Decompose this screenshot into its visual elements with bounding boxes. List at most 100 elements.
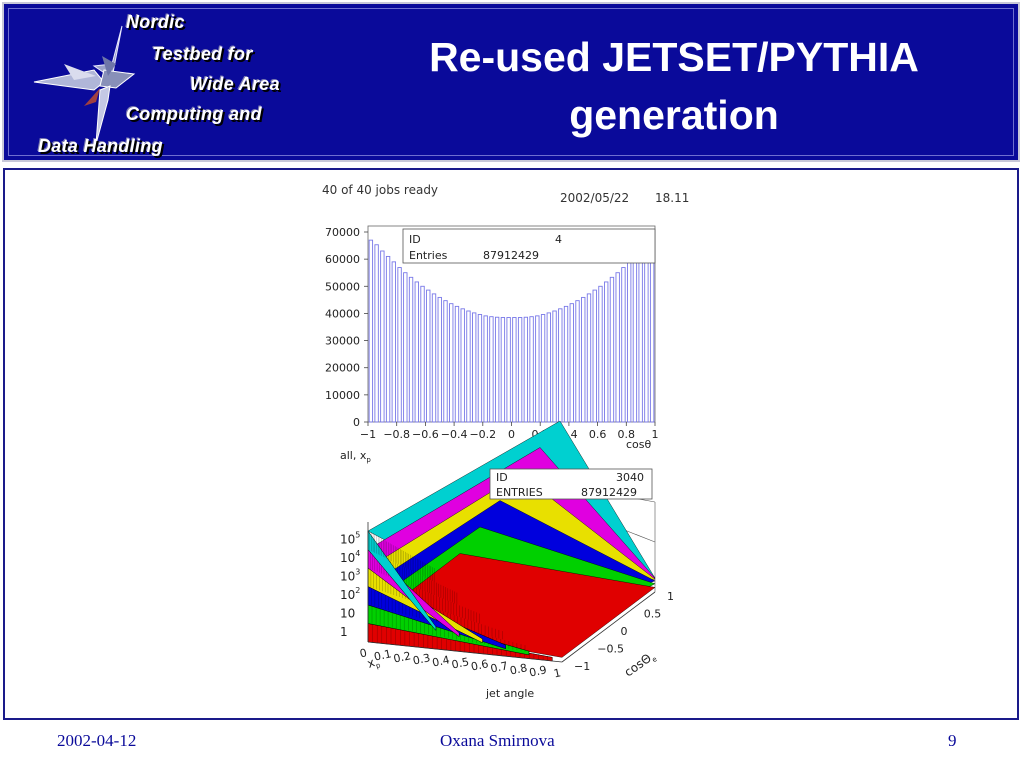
x-axis xyxy=(367,641,563,663)
hist-bar xyxy=(483,315,488,423)
y-tick-label: 70000 xyxy=(325,226,360,239)
hist-bar xyxy=(563,305,569,423)
y-tick-label: 10000 xyxy=(325,389,360,402)
stat-id-label: ID xyxy=(409,233,421,246)
hist-bar xyxy=(517,317,523,423)
hist-bar xyxy=(408,276,414,423)
content-frame xyxy=(3,168,1019,720)
hist-bar xyxy=(449,303,454,423)
lego-x-tick: 0.9 xyxy=(528,663,548,679)
footer-page-number: 9 xyxy=(948,731,957,750)
hist-bar xyxy=(437,296,442,423)
hist-bar xyxy=(477,314,483,423)
hist-bar xyxy=(638,250,643,423)
hist-bar xyxy=(460,308,465,423)
z-tick-label: 10 xyxy=(340,607,355,621)
stat-entries-label: Entries xyxy=(409,249,448,262)
hist-bar xyxy=(385,255,391,423)
status-text: 40 of 40 jobs ready xyxy=(322,183,438,197)
y-tick-label: 50000 xyxy=(325,280,360,293)
hist-bar xyxy=(586,293,592,423)
y-tick-label: 0 xyxy=(353,416,360,429)
hist-bar xyxy=(575,300,580,423)
compass-star-icon xyxy=(33,25,136,145)
time-text: 18.11 xyxy=(655,191,689,205)
z-tick-label: 103 xyxy=(340,568,360,584)
z-tick-label: 102 xyxy=(340,586,360,602)
title-line-1: Re-used JETSET/PYTHIA xyxy=(429,34,919,80)
lego-y-tick: −1 xyxy=(574,660,590,673)
x-tick-label: −0.6 xyxy=(412,428,439,441)
hist-bar xyxy=(443,300,448,423)
stat-id-value: 3040 xyxy=(616,471,644,484)
hist-bar xyxy=(615,272,620,423)
x-tick-label: −0.2 xyxy=(469,428,496,441)
hist-bar xyxy=(397,267,402,423)
y-tick-label: 30000 xyxy=(325,335,360,348)
date-text: 2002/05/22 xyxy=(560,191,629,205)
stats-box-2: ID 3040 ENTRIES 87912429 xyxy=(489,468,653,500)
x-tick-label: −0.8 xyxy=(383,428,410,441)
lego-x-tick: 0.1 xyxy=(373,647,393,663)
hist-bar xyxy=(609,276,615,423)
hist-bar xyxy=(604,281,609,423)
y-tick-label: 60000 xyxy=(325,253,360,266)
hist-bar xyxy=(540,314,546,423)
hist-bar xyxy=(494,316,500,423)
hist-bar xyxy=(621,267,626,423)
lego-x-tick: 0.6 xyxy=(470,657,490,673)
hist-bar xyxy=(414,281,419,423)
x-axis-label: cosθ xyxy=(626,438,652,451)
hist-bar xyxy=(581,296,586,423)
hist-bar xyxy=(391,261,397,423)
x-tick-label: −1 xyxy=(360,428,376,441)
hist-bar xyxy=(431,293,437,423)
hist-bar xyxy=(472,312,477,423)
y-tick-label: 40000 xyxy=(325,307,360,320)
hist-bar xyxy=(552,310,557,423)
footer-author: Oxana Smirnova xyxy=(440,731,555,750)
hist-bar xyxy=(454,305,460,423)
hist-bar xyxy=(598,285,603,423)
hist-bar xyxy=(403,272,408,423)
lego-x-tick: 0.5 xyxy=(450,655,470,671)
lego-y-tick: 0.5 xyxy=(644,608,662,621)
stat-id-label: ID xyxy=(496,471,508,484)
hist-bar xyxy=(546,312,551,423)
hist-bar xyxy=(529,316,534,423)
title-line-2: generation xyxy=(569,92,779,138)
hist-bar xyxy=(374,244,379,423)
logo-line: Testbed for xyxy=(152,44,253,64)
hist-bar xyxy=(489,316,494,423)
lego-x-tick: 0.7 xyxy=(489,659,509,675)
y-axis xyxy=(561,591,656,663)
lego-x-tick: 0.2 xyxy=(392,649,412,665)
x-tick-label: 1 xyxy=(652,428,659,441)
hist-bar xyxy=(592,289,597,423)
logo-line: Wide Area xyxy=(190,74,280,94)
hist-bar xyxy=(649,239,655,423)
hist-bar xyxy=(426,289,431,423)
hist-bar xyxy=(627,261,632,423)
x-tick-label: −0.4 xyxy=(441,428,468,441)
lego-y-tick: 1 xyxy=(667,590,674,603)
slide-header: Nordic Testbed for Wide Area Computing a… xyxy=(2,2,1020,162)
hist-bar xyxy=(569,303,574,423)
ndgf-logo: Nordic Testbed for Wide Area Computing a… xyxy=(4,4,334,159)
footer-date: 2002-04-12 xyxy=(57,731,137,750)
hist-bar xyxy=(500,317,506,423)
slide-title: Re-used JETSET/PYTHIA generation xyxy=(334,28,1014,144)
x-tick-label: 0.6 xyxy=(589,428,607,441)
lego-x-tick: 0 xyxy=(359,646,369,660)
stats-box-1: ID 4 Entries 87912429 xyxy=(402,228,656,264)
lego-y-tick: 0 xyxy=(621,625,628,638)
hist-bar xyxy=(466,310,471,423)
lego-x-tick: 0.4 xyxy=(431,653,451,669)
z-tick-label: 105 xyxy=(340,531,360,547)
hist-caption: all, xp xyxy=(340,449,371,464)
figure-svg: 40 of 40 jobs ready 2002/05/22 18.11 010… xyxy=(322,183,689,700)
stat-id-value: 4 xyxy=(555,233,562,246)
x-tick-label: 0 xyxy=(508,428,515,441)
stat-entries-value: 87912429 xyxy=(581,486,637,499)
